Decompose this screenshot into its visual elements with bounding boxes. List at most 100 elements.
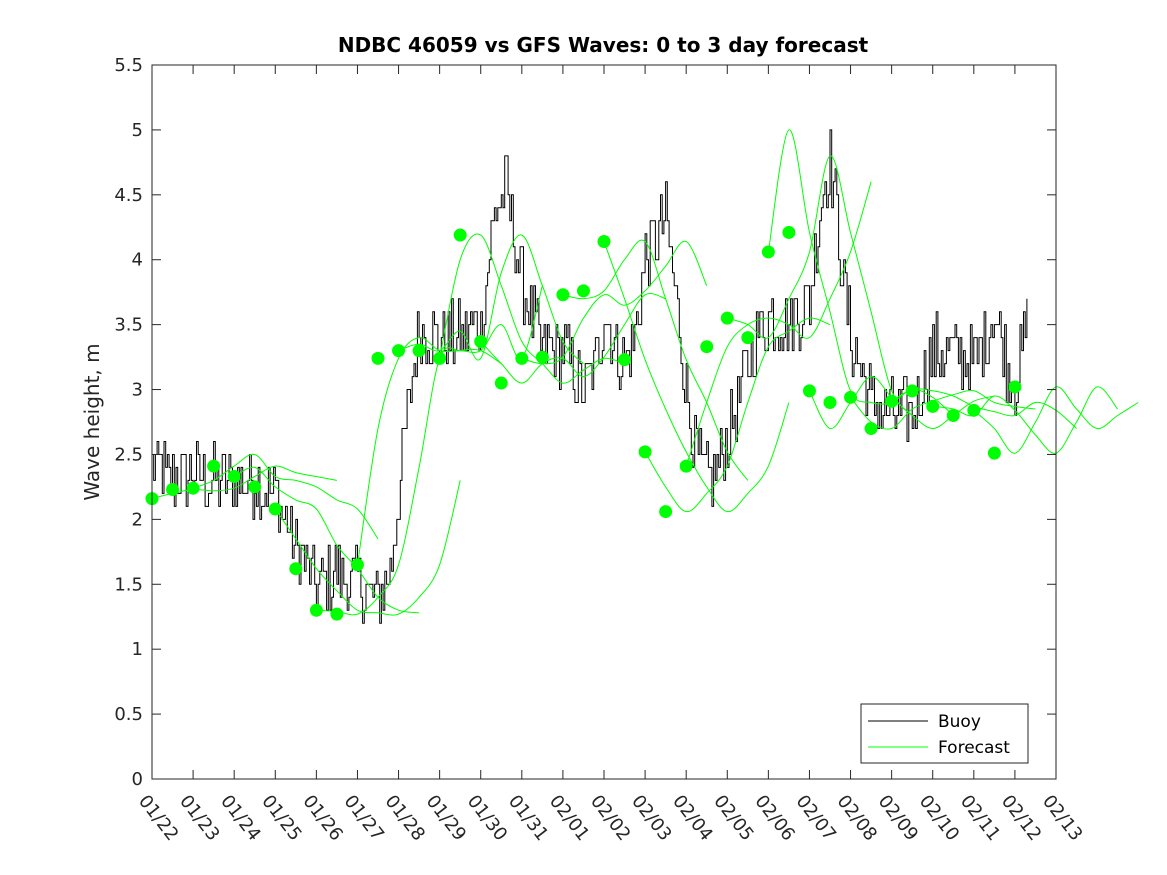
forecast-run-line [809,376,995,430]
x-tick-label: 02/05 [709,791,757,845]
x-tick-label: 02/03 [627,791,675,845]
forecast-point [782,225,796,239]
x-tick-label: 01/29 [422,791,470,845]
x-tick-label: 02/13 [1038,791,1086,845]
y-tick-label: 0.5 [114,704,143,725]
x-tick-label: 01/30 [463,791,511,845]
forecast-run-line [398,234,584,364]
forecast-point [741,331,755,345]
x-tick-label: 02/12 [997,791,1045,845]
forecast-point [350,558,364,572]
forecast-point [166,483,180,497]
forecast-point [433,351,447,365]
x-tick-label: 01/31 [504,791,552,845]
forecast-point [967,403,981,417]
forecast-run-line [562,239,749,481]
forecast-point [309,603,323,617]
x-tick-label: 01/25 [257,791,305,845]
y-tick-label: 3 [132,380,143,401]
forecast-point [207,459,221,473]
forecast-point [474,335,488,349]
forecast-point [494,376,508,390]
forecast-point [392,344,406,358]
y-axis-label: Wave height, m [80,343,104,500]
x-tick-label: 02/08 [833,791,881,845]
forecast-run-line [192,453,379,540]
y-tick-label: 4 [132,250,143,271]
x-tick-label: 02/02 [586,791,634,845]
forecast-point [926,399,940,413]
y-tick-label: 5 [132,120,143,141]
y-tick-label: 1 [132,639,143,660]
chart-title: NDBC 46059 vs GFS Waves: 0 to 3 day fore… [338,33,869,57]
y-tick-label: 5.5 [114,55,143,76]
x-tick-label: 02/09 [874,791,922,845]
x-tick-label: 02/10 [915,791,963,845]
forecast-run-line [891,388,1077,429]
forecast-point [987,446,1001,460]
y-tick-label: 0 [132,769,143,790]
forecast-point [679,459,693,473]
x-tick-label: 01/24 [216,791,264,845]
x-tick-label: 01/28 [381,791,429,845]
y-tick-label: 1.5 [114,574,143,595]
forecast-point [905,384,919,398]
forecast-run-line [439,233,625,384]
forecast-point [597,235,611,249]
x-tick-label: 02/07 [792,791,840,845]
forecast-run-line [727,155,913,416]
forecast-point [248,480,262,494]
forecast-run-line [480,292,666,384]
forecast-point [659,505,673,519]
forecast-point [371,351,385,365]
axis-ticks-group [151,64,1057,780]
forecast-point [823,396,837,410]
x-tick-labels: 01/2201/2301/2401/2501/2601/2701/2801/29… [134,791,1086,845]
forecast-point [844,390,858,404]
forecast-point [515,351,529,365]
forecast-run-line [151,465,337,500]
forecast-run-line [521,240,708,365]
forecast-point [535,350,549,364]
y-tick-label: 2 [132,509,143,530]
plot-area [152,65,1056,779]
x-tick-label: 02/01 [545,791,593,845]
forecast-point [638,445,652,459]
x-tick-label: 01/23 [175,791,223,845]
forecast-point [864,421,878,435]
forecast-point [618,353,632,367]
legend: Buoy Forecast [860,703,1029,764]
forecast-run-line [603,241,790,513]
forecast-point [700,340,714,354]
legend-forecast-label: Forecast [938,738,1010,758]
forecast-run-line [274,480,461,616]
forecast-run-line [357,285,543,565]
x-tick-label: 01/27 [340,791,388,845]
forecast-point [268,502,282,516]
legend-buoy-label: Buoy [938,712,981,732]
forecast-points-group [145,225,1022,621]
forecast-point [946,409,960,423]
forecast-run-line [932,386,1118,454]
forecast-point [330,607,344,621]
x-tick-label: 02/11 [956,791,1004,845]
legend-box [860,703,1029,764]
forecast-run-line [316,347,502,616]
forecast-point [885,394,899,408]
x-tick-label: 02/04 [668,791,716,845]
y-tick-labels: 0 0.5 1 1.5 2 2.5 3 3.5 4 4.5 5 5.5 [114,55,143,790]
forecast-point [802,384,816,398]
y-tick-label: 4.5 [114,185,143,206]
forecast-point [289,562,303,576]
forecast-point [227,470,241,484]
forecast-point [186,481,200,495]
x-tick-label: 02/06 [750,791,798,845]
y-tick-label: 2.5 [114,444,143,465]
y-tick-label: 3.5 [114,315,143,336]
forecast-run-line [685,181,872,467]
forecast-point [576,284,590,298]
forecast-point [720,311,734,325]
forecast-point [1008,380,1022,394]
forecast-point [453,228,467,242]
